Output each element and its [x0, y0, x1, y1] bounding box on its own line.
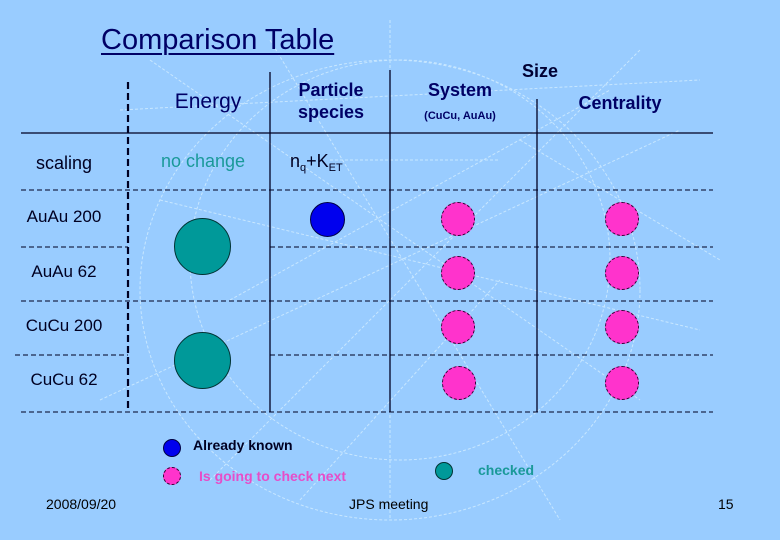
header-energy: Energy [174, 90, 242, 113]
marker-centrality-auau200 [605, 202, 639, 236]
scaling-particle-species-value: nq+KET [290, 151, 343, 174]
marker-energy-auau-checked [174, 218, 231, 275]
header-particle-line2: species [297, 102, 365, 122]
legend-checked: checked [478, 462, 535, 478]
footer-event: JPS meeting [349, 496, 429, 512]
header-particle-line1: Particle [298, 80, 364, 100]
legend-going-to-check: Is going to check next [199, 468, 347, 484]
scaling-energy-value: no change [160, 151, 246, 171]
row-label-auau200: AuAu 200 [26, 207, 102, 226]
row-label-cucu200: CuCu 200 [25, 316, 103, 335]
header-centrality: Centrality [578, 93, 662, 113]
marker-centrality-cucu62 [605, 366, 639, 400]
marker-centrality-auau62 [605, 256, 639, 290]
footer-page-number: 15 [718, 496, 734, 512]
footer-date: 2008/09/20 [46, 496, 117, 512]
marker-system-cucu62 [442, 366, 476, 400]
marker-system-cucu200 [441, 310, 475, 344]
slide-title: Comparison Table [101, 24, 335, 56]
marker-energy-cucu-checked [174, 332, 231, 389]
marker-system-auau62 [441, 256, 475, 290]
nq-sub: q [300, 162, 307, 174]
row-label-auau62: AuAu 62 [31, 262, 97, 281]
header-system: System [427, 80, 493, 100]
legend-known-icon [163, 439, 181, 457]
ket-sub: ET [328, 162, 343, 174]
header-system-subtitle: (CuCu, AuAu) [424, 110, 496, 122]
marker-centrality-cucu200 [605, 310, 639, 344]
legend-checked-icon [435, 462, 453, 480]
header-particle-species: Particle species [272, 79, 390, 123]
nq-main: n [290, 151, 301, 171]
legend-already-known: Already known [193, 437, 293, 453]
ket-main: +K [306, 151, 329, 171]
marker-particle-auau200-known [310, 202, 345, 237]
row-label-scaling: scaling [35, 153, 93, 173]
marker-system-auau200 [441, 202, 475, 236]
legend-going-to-check-icon [163, 467, 181, 485]
header-size: Size [521, 61, 559, 81]
row-label-cucu62: CuCu 62 [30, 370, 98, 389]
